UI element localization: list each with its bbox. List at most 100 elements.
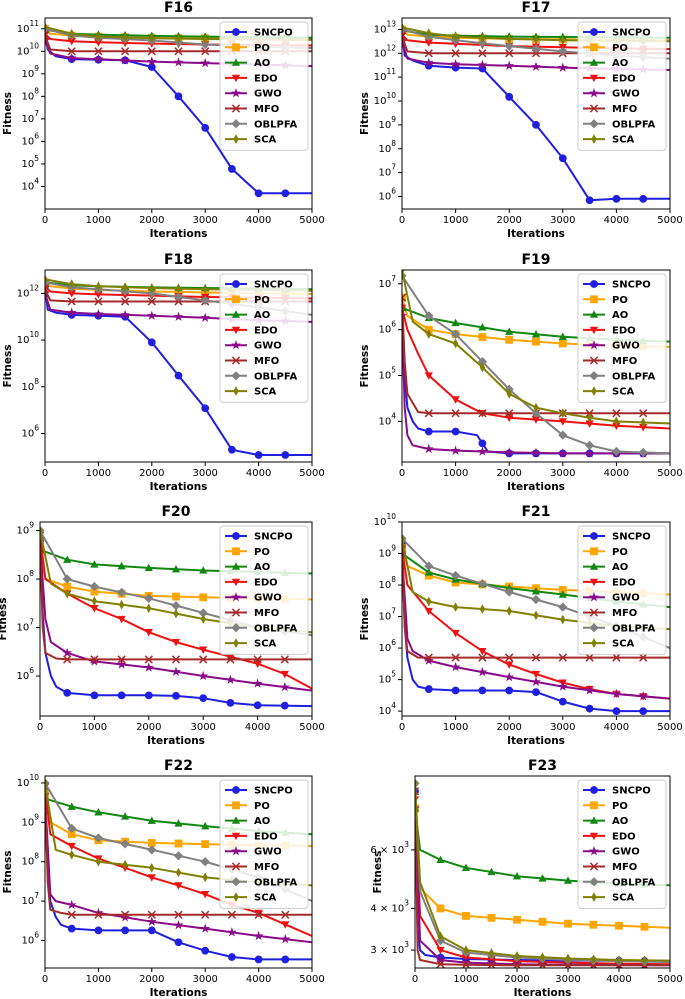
marker-sca: [565, 953, 571, 964]
marker-ao: [505, 327, 514, 335]
marker-mfo: [461, 960, 471, 968]
y-axis-label: Fitness: [359, 345, 371, 388]
marker-po: [199, 593, 208, 602]
marker-sncpo: [612, 194, 621, 203]
legend-marker-ao: [589, 58, 599, 66]
legend: SNCPO PO AO EDO GWO MFO OBLPFA SCA: [577, 273, 667, 403]
marker-gwo: [252, 678, 263, 688]
marker-sca: [402, 22, 405, 33]
marker-po: [172, 592, 180, 601]
marker-gwo: [450, 661, 461, 672]
x-tick-label: 5000: [299, 974, 324, 985]
marker-sncpo: [201, 404, 210, 413]
marker-ao: [201, 821, 210, 830]
legend-label-mfo: MFO: [612, 862, 637, 873]
y-tick-label: 108: [21, 852, 39, 868]
legend-label-edo: EDO: [612, 577, 636, 588]
marker-mfo: [505, 49, 514, 58]
marker-sca: [40, 525, 43, 536]
y-tick-label: 105: [21, 154, 39, 170]
legend-marker-oblpfa: [231, 371, 241, 381]
marker-mfo: [478, 409, 487, 418]
x-axis-label: Iterations: [150, 228, 208, 240]
marker-mfo: [487, 960, 496, 968]
marker-mfo: [174, 910, 183, 919]
marker-gwo: [173, 919, 184, 930]
marker-sncpo: [174, 938, 183, 947]
y-tick-label: 6 × 103: [370, 840, 409, 856]
legend-label-ao: AO: [612, 816, 628, 827]
marker-sncpo: [121, 926, 129, 935]
legend-marker-sncpo: [232, 280, 240, 288]
legend-marker-po: [232, 43, 240, 52]
marker-oblpfa: [200, 295, 210, 306]
legend-marker-edo: [231, 326, 241, 335]
legend-marker-gwo: [589, 340, 599, 350]
marker-oblpfa: [144, 593, 154, 603]
marker-sncpo: [424, 685, 433, 693]
marker-gwo: [450, 58, 461, 69]
marker-gwo: [435, 954, 446, 965]
marker-sca: [452, 338, 459, 349]
marker-sncpo: [424, 427, 433, 436]
legend-marker-mfo: [589, 608, 599, 617]
legend-marker-ao: [589, 816, 599, 824]
legend-label-sca: SCA: [612, 387, 635, 398]
x-tick-label: 3000: [192, 468, 217, 479]
marker-gwo: [504, 447, 515, 457]
legend-label-sca: SCA: [254, 387, 277, 398]
marker-mfo: [585, 653, 594, 662]
marker-sncpo: [558, 154, 567, 163]
marker-sncpo: [227, 445, 236, 454]
legend-label-oblpfa: OBLPFA: [254, 119, 298, 130]
marker-mfo: [505, 409, 514, 418]
x-tick-label: 5000: [657, 468, 682, 479]
y-tick-label: 106: [378, 187, 396, 203]
marker-sncpo: [558, 697, 567, 706]
y-axis-label: Fitness: [2, 345, 14, 388]
marker-sncpo: [67, 924, 76, 933]
y-tick-label: 107: [378, 607, 396, 623]
legend-marker-sca: [591, 134, 597, 144]
marker-sca: [616, 955, 622, 965]
marker-gwo: [531, 676, 541, 687]
legend-marker-gwo: [231, 846, 241, 856]
chart-title: F22: [164, 758, 193, 774]
marker-gwo: [120, 309, 131, 320]
legend-marker-mfo: [231, 104, 241, 113]
legend-marker-gwo: [231, 592, 241, 602]
x-tick-label: 0: [37, 722, 43, 733]
x-tick-label: 4000: [606, 974, 631, 985]
marker-oblpfa: [89, 581, 100, 592]
legend-label-edo: EDO: [254, 577, 278, 588]
y-tick-label: 1011: [374, 67, 397, 83]
legend-label-edo: EDO: [612, 325, 636, 336]
marker-edo: [451, 629, 460, 638]
legend-label-sncpo: SNCPO: [254, 786, 293, 797]
marker-mfo: [402, 293, 407, 302]
marker-sca: [45, 778, 48, 788]
marker-po: [558, 339, 567, 348]
marker-sca: [202, 872, 208, 883]
marker-mfo: [144, 655, 153, 664]
y-axis-label: Fitness: [359, 92, 371, 135]
marker-sca: [560, 35, 566, 46]
marker-sca: [479, 32, 486, 43]
marker-po: [462, 911, 470, 920]
marker-sca: [95, 281, 102, 292]
marker-mfo: [415, 787, 420, 796]
legend-box: [219, 779, 309, 909]
legend-label-po: PO: [612, 801, 628, 812]
marker-sca: [122, 32, 128, 43]
marker-sncpo: [639, 707, 648, 716]
legend-label-gwo: GWO: [254, 89, 282, 100]
legend-box: [219, 525, 309, 655]
marker-sca: [506, 388, 512, 399]
legend-marker-sca: [233, 638, 239, 648]
y-axis-label: Fitness: [359, 598, 371, 641]
x-axis-label: Iterations: [514, 987, 572, 999]
marker-po: [615, 921, 623, 930]
marker-ao: [174, 819, 183, 827]
legend-marker-mfo: [589, 356, 599, 365]
legend-label-ao: AO: [254, 310, 270, 321]
